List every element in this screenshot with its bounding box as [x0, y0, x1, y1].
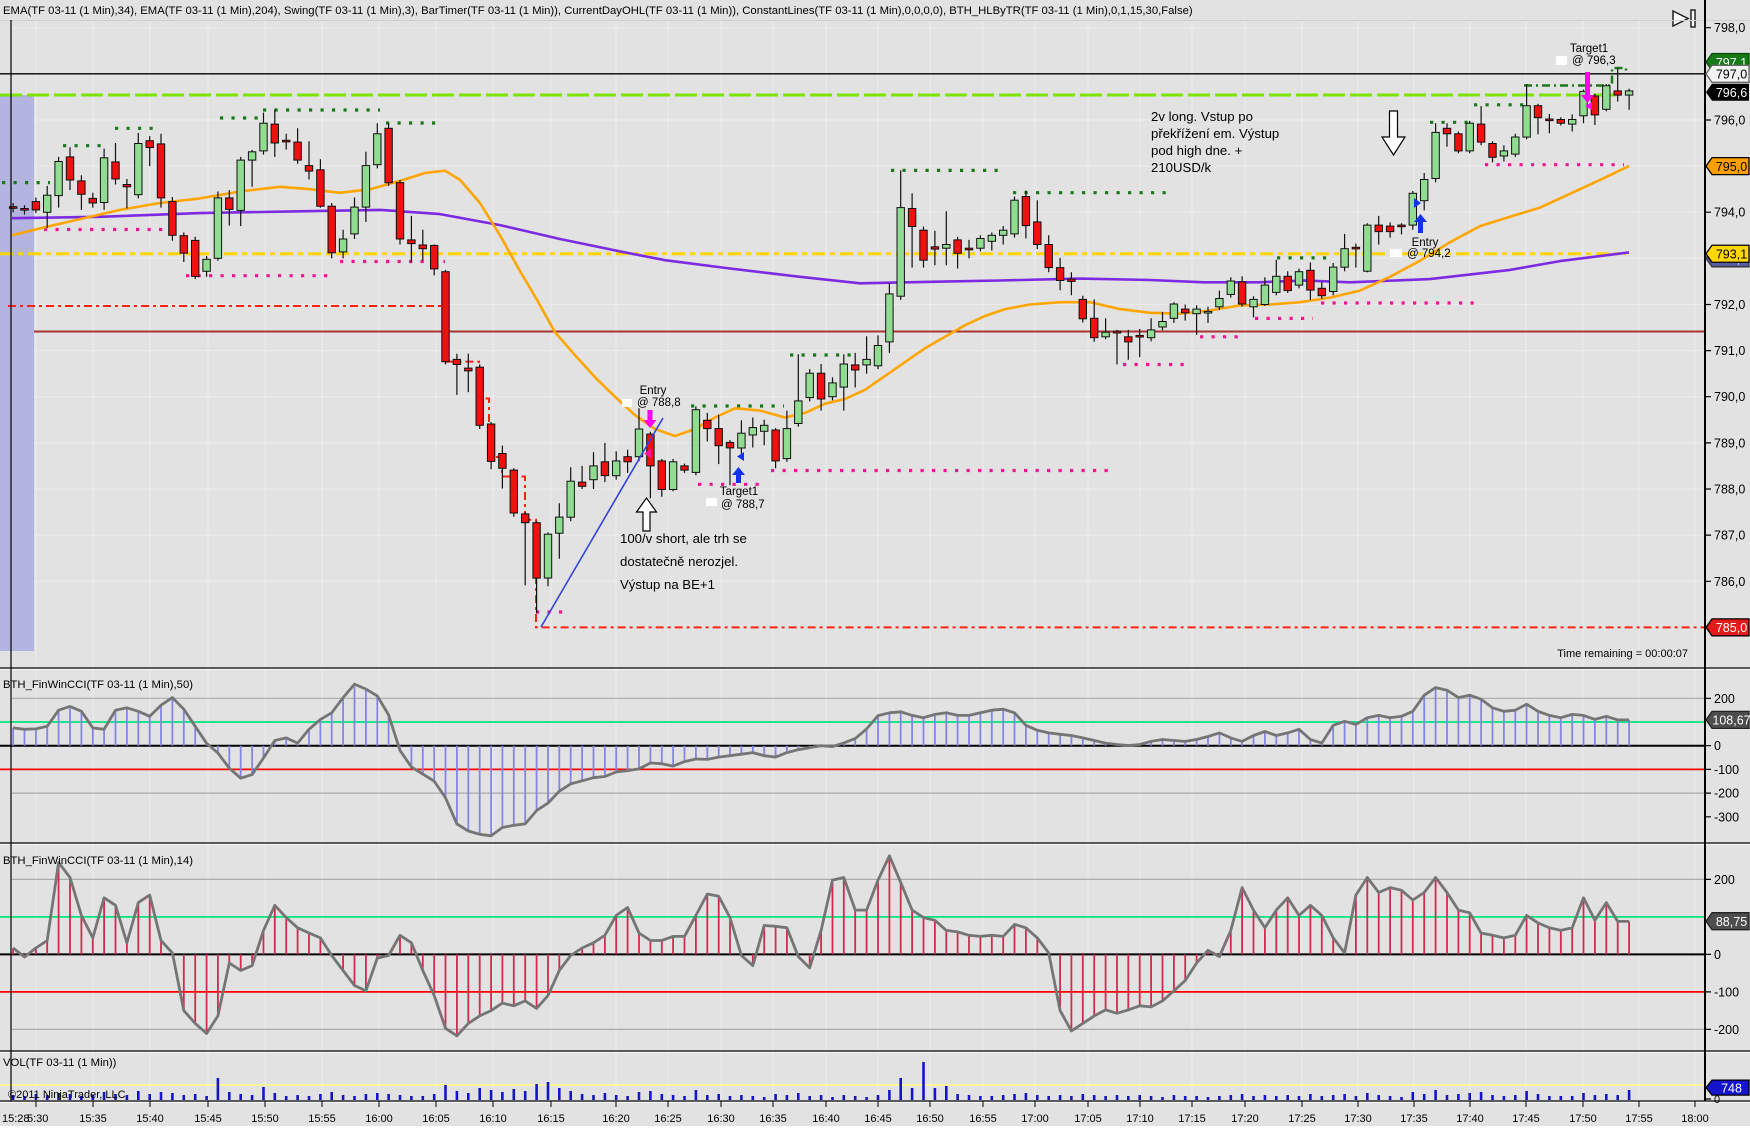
svg-text:15:55: 15:55 — [308, 1113, 336, 1125]
svg-text:17:55: 17:55 — [1625, 1113, 1653, 1125]
svg-text:88,75: 88,75 — [1716, 915, 1747, 929]
svg-text:@ 788,7: @ 788,7 — [721, 499, 765, 511]
svg-text:překřížení em. Výstup: překřížení em. Výstup — [1151, 126, 1279, 141]
svg-text:17:00: 17:00 — [1021, 1113, 1049, 1125]
svg-text:@ 788,8: @ 788,8 — [637, 397, 681, 409]
svg-text:748: 748 — [1721, 1081, 1742, 1095]
svg-text:17:25: 17:25 — [1288, 1113, 1316, 1125]
svg-text:786,0: 786,0 — [1714, 575, 1745, 589]
svg-text:17:10: 17:10 — [1126, 1113, 1154, 1125]
svg-text:792,0: 792,0 — [1714, 298, 1745, 312]
svg-text:796,6: 796,6 — [1716, 86, 1747, 100]
svg-text:108,67: 108,67 — [1712, 714, 1750, 728]
svg-text:17:35: 17:35 — [1400, 1113, 1428, 1125]
svg-text:dostatečně nerozjel.: dostatečně nerozjel. — [620, 554, 738, 569]
svg-text:200: 200 — [1714, 692, 1735, 706]
svg-text:17:40: 17:40 — [1456, 1113, 1484, 1125]
svg-text:pod high dne. +: pod high dne. + — [1151, 143, 1243, 158]
svg-text:VOL(TF 03-11 (1 Min)): VOL(TF 03-11 (1 Min)) — [3, 1057, 117, 1069]
svg-text:-300: -300 — [1714, 810, 1739, 824]
svg-text:16:25: 16:25 — [654, 1113, 682, 1125]
svg-text:15:45: 15:45 — [194, 1113, 222, 1125]
svg-text:17:50: 17:50 — [1569, 1113, 1597, 1125]
svg-text:-200: -200 — [1714, 787, 1739, 801]
svg-text:794,0: 794,0 — [1714, 206, 1745, 220]
svg-text:790,0: 790,0 — [1714, 390, 1745, 404]
svg-text:-100: -100 — [1714, 985, 1739, 999]
svg-text:17:45: 17:45 — [1512, 1113, 1540, 1125]
svg-text:797,0: 797,0 — [1716, 68, 1747, 82]
svg-text:798,0: 798,0 — [1714, 21, 1745, 35]
svg-text:2v long. Vstup po: 2v long. Vstup po — [1151, 109, 1253, 124]
svg-text:15:35: 15:35 — [79, 1113, 107, 1125]
svg-text:EMA(TF 03-11 (1 Min),34), EMA(: EMA(TF 03-11 (1 Min),34), EMA(TF 03-11 (… — [3, 5, 1193, 17]
svg-text:17:15: 17:15 — [1178, 1113, 1206, 1125]
svg-text:793,1: 793,1 — [1716, 248, 1747, 262]
svg-text:15:50: 15:50 — [251, 1113, 279, 1125]
svg-text:17:30: 17:30 — [1344, 1113, 1372, 1125]
svg-text:Time remaining = 00:00:07: Time remaining = 00:00:07 — [1557, 648, 1688, 660]
svg-text:15:40: 15:40 — [136, 1113, 164, 1125]
svg-text:16:20: 16:20 — [602, 1113, 630, 1125]
svg-text:0: 0 — [1714, 739, 1721, 753]
svg-text:16:45: 16:45 — [864, 1113, 892, 1125]
svg-text:16:55: 16:55 — [969, 1113, 997, 1125]
svg-text:5:30: 5:30 — [27, 1113, 48, 1125]
svg-text:788,0: 788,0 — [1714, 483, 1745, 497]
svg-text:-100: -100 — [1714, 763, 1739, 777]
svg-text:18:00: 18:00 — [1681, 1113, 1709, 1125]
svg-text:200: 200 — [1714, 873, 1735, 887]
svg-text:@ 794,2: @ 794,2 — [1407, 248, 1451, 260]
svg-text:BTH_FinWinCCI(TF 03-11 (1 Min): BTH_FinWinCCI(TF 03-11 (1 Min),14) — [3, 855, 193, 867]
svg-text:16:00: 16:00 — [365, 1113, 393, 1125]
svg-text:Entry: Entry — [640, 385, 667, 397]
svg-text:Target1: Target1 — [720, 486, 758, 498]
svg-text:0: 0 — [1714, 948, 1721, 962]
svg-text:796,0: 796,0 — [1714, 113, 1745, 127]
svg-text:0: 0 — [1714, 1094, 1720, 1106]
svg-text:Výstup na BE+1: Výstup na BE+1 — [620, 577, 715, 592]
svg-text:16:15: 16:15 — [537, 1113, 565, 1125]
svg-text:787,0: 787,0 — [1714, 529, 1745, 543]
svg-text:@ 796,3: @ 796,3 — [1572, 55, 1616, 67]
svg-text:789,0: 789,0 — [1714, 436, 1745, 450]
svg-text:16:05: 16:05 — [422, 1113, 450, 1125]
svg-text:785,0: 785,0 — [1716, 621, 1747, 635]
svg-text:16:40: 16:40 — [812, 1113, 840, 1125]
svg-text:-200: -200 — [1714, 1023, 1739, 1037]
svg-text:16:30: 16:30 — [707, 1113, 735, 1125]
svg-text:Entry: Entry — [1412, 237, 1439, 249]
svg-text:795,0: 795,0 — [1716, 160, 1747, 174]
svg-text:17:20: 17:20 — [1231, 1113, 1259, 1125]
svg-text:16:10: 16:10 — [479, 1113, 507, 1125]
svg-text:Target1: Target1 — [1570, 43, 1608, 55]
svg-text:17:05: 17:05 — [1074, 1113, 1102, 1125]
svg-text:15:28: 15:28 — [2, 1113, 30, 1125]
svg-text:210USD/k: 210USD/k — [1151, 160, 1212, 175]
svg-text:100/v short, ale trh se: 100/v short, ale trh se — [620, 531, 747, 546]
svg-text:BTH_FinWinCCI(TF 03-11 (1 Min): BTH_FinWinCCI(TF 03-11 (1 Min),50) — [3, 679, 193, 691]
svg-text:791,0: 791,0 — [1714, 344, 1745, 358]
svg-text:16:35: 16:35 — [759, 1113, 787, 1125]
svg-text:©2011 NinjaTrader, LLC: ©2011 NinjaTrader, LLC — [8, 1089, 126, 1101]
svg-text:16:50: 16:50 — [916, 1113, 944, 1125]
